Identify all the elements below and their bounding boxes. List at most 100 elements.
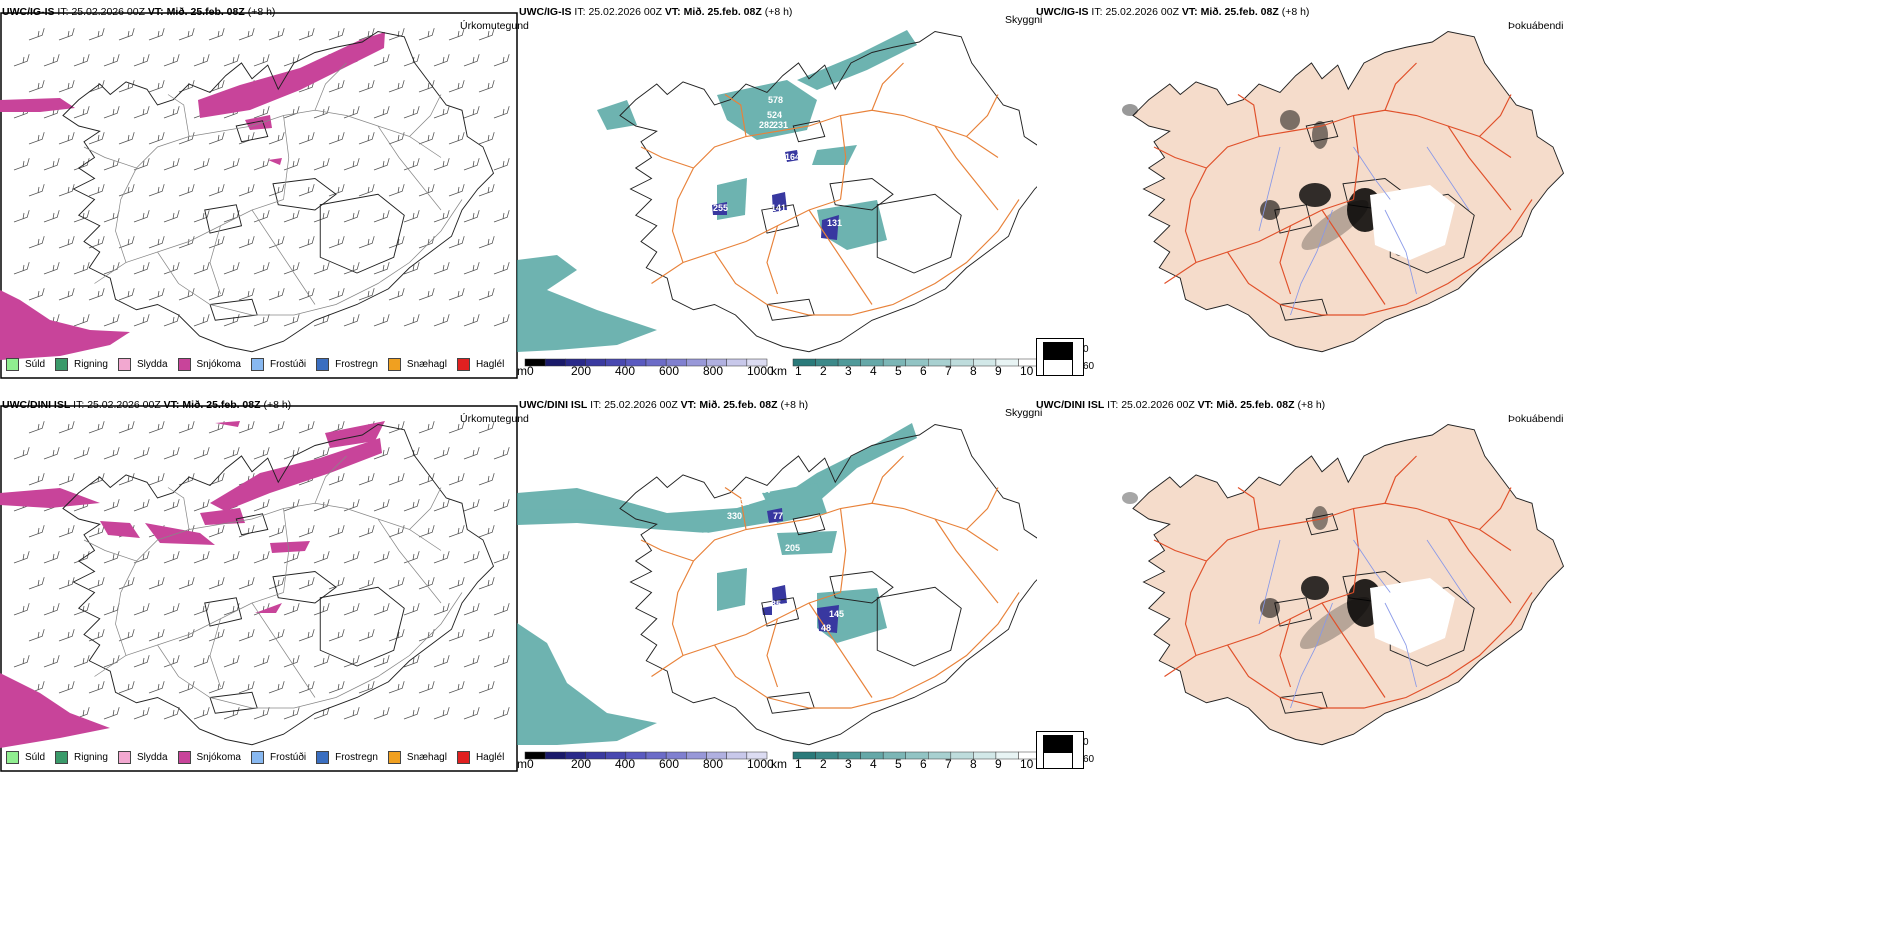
- wind-barb: [283, 158, 300, 171]
- island-outline: [62, 423, 495, 746]
- legend-label: Frostúði: [269, 359, 307, 370]
- glacier-outline: [792, 120, 826, 143]
- ceiling-label: 578: [768, 95, 783, 105]
- wind-barb: [88, 681, 105, 694]
- wind-barb: [388, 629, 405, 642]
- wind-barb: [313, 551, 330, 564]
- wind-barb: [388, 473, 405, 486]
- precip-map: [0, 405, 518, 772]
- wind-barb: [418, 681, 435, 694]
- wind-barb: [433, 314, 450, 327]
- precip-title: Úrkomutegund: [460, 20, 529, 32]
- legend-swatch: [456, 358, 470, 371]
- row2-precip-panel: UWC/DINI ISL IT: 25.02.2026 00Z VT: Mið.…: [0, 393, 529, 773]
- wind-barb: [358, 80, 375, 93]
- wind-barb: [328, 236, 345, 249]
- wind-barb: [448, 288, 465, 301]
- island-outline: [619, 30, 1037, 353]
- island-outline: [1132, 30, 1565, 353]
- wind-barb: [463, 106, 480, 119]
- wind-barb: [478, 577, 495, 590]
- legend-swatch: [55, 751, 69, 764]
- wind-barb: [148, 421, 165, 434]
- colorbar-tick: 9: [995, 364, 1002, 378]
- wind-barb: [163, 262, 180, 275]
- road-line: [283, 115, 290, 200]
- wind-barb: [418, 525, 435, 538]
- ceiling-label: 48: [821, 623, 831, 633]
- wind-barb: [418, 629, 435, 642]
- wind-barb: [343, 210, 360, 223]
- road-line: [1352, 508, 1360, 593]
- wind-barb: [463, 499, 480, 512]
- wind-barb: [58, 80, 75, 93]
- wind-barb: [73, 447, 90, 460]
- colorbar-tick: 3: [845, 364, 852, 378]
- wind-barb: [178, 288, 195, 301]
- wind-barb: [238, 681, 255, 694]
- colorbar-tick: 2: [820, 757, 827, 771]
- wind-barb: [73, 158, 90, 171]
- snow-areas: [0, 32, 385, 360]
- wind-barb: [298, 629, 315, 642]
- river-line: [1258, 539, 1281, 625]
- wind-barb: [418, 80, 435, 93]
- glacier-outline: [319, 193, 405, 274]
- wind-barb: [268, 577, 285, 590]
- glacier-outline: [204, 204, 243, 234]
- wind-barb: [358, 184, 375, 197]
- legend-label: Frostregn: [335, 359, 378, 370]
- wind-barb: [238, 629, 255, 642]
- road-line: [283, 508, 290, 593]
- wind-barb: [223, 158, 240, 171]
- wind-barb: [43, 655, 60, 668]
- glacier-outline: [235, 120, 269, 143]
- legend-item: Snæhagl: [387, 751, 447, 764]
- wind-barb: [448, 184, 465, 197]
- wind-barb: [283, 551, 300, 564]
- wind-barb: [133, 447, 150, 460]
- wind-barb: [328, 132, 345, 145]
- wind-barb: [373, 707, 390, 720]
- wind-barb: [253, 707, 270, 720]
- wind-barb: [88, 421, 105, 434]
- ceiling-value-labels: 578 524 282 231 164 255 141 131: [713, 95, 842, 228]
- ceiling-label: 255: [713, 203, 728, 213]
- wind-barb: [118, 184, 135, 197]
- wind-barb: [463, 158, 480, 171]
- legend-label: Rigning: [74, 359, 108, 370]
- wind-barb: [448, 80, 465, 93]
- colorbar-tick: 200: [571, 364, 592, 378]
- wind-barb: [133, 551, 150, 564]
- wind-barb: [133, 106, 150, 119]
- legend-swatch: [177, 751, 191, 764]
- wind-barb: [478, 288, 495, 301]
- wind-barb: [178, 132, 195, 145]
- river-line: [1384, 209, 1417, 295]
- wind-barb: [148, 473, 165, 486]
- rivers: [1258, 146, 1470, 316]
- legend-item: Frostúði: [250, 358, 307, 371]
- row1-fog-legend: 0 60: [1036, 338, 1094, 376]
- glacier-outline: [876, 193, 962, 274]
- wind-barb: [208, 132, 225, 145]
- wind-barb: [88, 629, 105, 642]
- wind-barb: [58, 473, 75, 486]
- wind-barb: [163, 603, 180, 616]
- wind-barb: [328, 28, 345, 41]
- wind-barb: [433, 499, 450, 512]
- glacier-outline: [766, 298, 815, 321]
- legend-label: Haglél: [475, 752, 505, 763]
- wind-barb: [43, 551, 60, 564]
- colorbar-tick: 3: [845, 757, 852, 771]
- ceiling-label: 35: [771, 599, 781, 609]
- wind-barb: [448, 577, 465, 590]
- wind-barb: [253, 551, 270, 564]
- road-line: [1227, 592, 1533, 709]
- wind-barb: [73, 210, 90, 223]
- wind-barb: [373, 551, 390, 564]
- wind-barb: [478, 236, 495, 249]
- wind-barb: [253, 158, 270, 171]
- legend-item: Snjókoma: [177, 358, 241, 371]
- wind-barb: [328, 525, 345, 538]
